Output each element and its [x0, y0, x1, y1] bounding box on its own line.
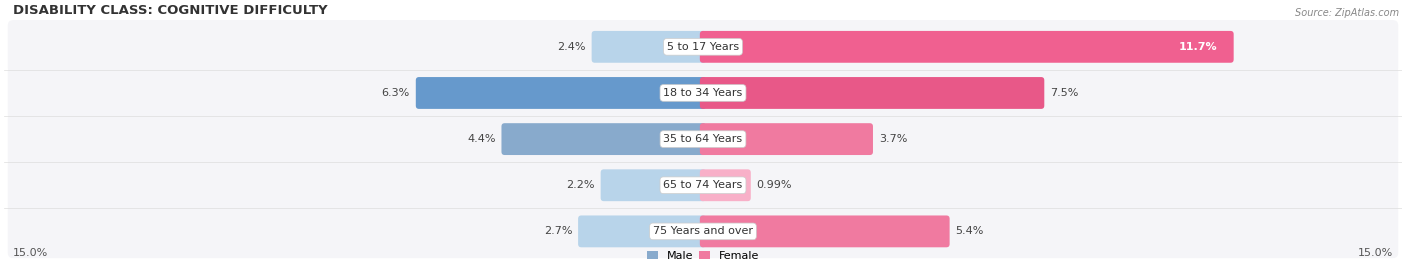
- Text: 0.99%: 0.99%: [756, 180, 792, 190]
- FancyBboxPatch shape: [600, 169, 706, 201]
- FancyBboxPatch shape: [8, 112, 1398, 166]
- FancyBboxPatch shape: [700, 123, 873, 155]
- FancyBboxPatch shape: [700, 77, 1045, 109]
- Text: 4.4%: 4.4%: [467, 134, 495, 144]
- Text: 15.0%: 15.0%: [1358, 248, 1393, 258]
- FancyBboxPatch shape: [502, 123, 706, 155]
- Text: 2.4%: 2.4%: [557, 42, 586, 52]
- Text: 65 to 74 Years: 65 to 74 Years: [664, 180, 742, 190]
- Text: DISABILITY CLASS: COGNITIVE DIFFICULTY: DISABILITY CLASS: COGNITIVE DIFFICULTY: [13, 4, 328, 17]
- Text: 7.5%: 7.5%: [1050, 88, 1078, 98]
- Text: 3.7%: 3.7%: [879, 134, 907, 144]
- FancyBboxPatch shape: [592, 31, 706, 63]
- Text: 6.3%: 6.3%: [381, 88, 411, 98]
- FancyBboxPatch shape: [416, 77, 706, 109]
- Text: 35 to 64 Years: 35 to 64 Years: [664, 134, 742, 144]
- FancyBboxPatch shape: [8, 66, 1398, 120]
- Text: 11.7%: 11.7%: [1178, 42, 1218, 52]
- FancyBboxPatch shape: [578, 215, 706, 247]
- Text: 18 to 34 Years: 18 to 34 Years: [664, 88, 742, 98]
- FancyBboxPatch shape: [700, 169, 751, 201]
- Text: 75 Years and over: 75 Years and over: [652, 226, 754, 236]
- FancyBboxPatch shape: [8, 205, 1398, 258]
- Text: 2.2%: 2.2%: [567, 180, 595, 190]
- FancyBboxPatch shape: [700, 31, 1233, 63]
- Text: 15.0%: 15.0%: [13, 248, 48, 258]
- Text: 5.4%: 5.4%: [956, 226, 984, 236]
- Text: 5 to 17 Years: 5 to 17 Years: [666, 42, 740, 52]
- Text: Source: ZipAtlas.com: Source: ZipAtlas.com: [1295, 8, 1399, 18]
- FancyBboxPatch shape: [700, 215, 949, 247]
- FancyBboxPatch shape: [8, 158, 1398, 212]
- Legend: Male, Female: Male, Female: [643, 247, 763, 266]
- FancyBboxPatch shape: [8, 20, 1398, 74]
- Text: 2.7%: 2.7%: [544, 226, 572, 236]
